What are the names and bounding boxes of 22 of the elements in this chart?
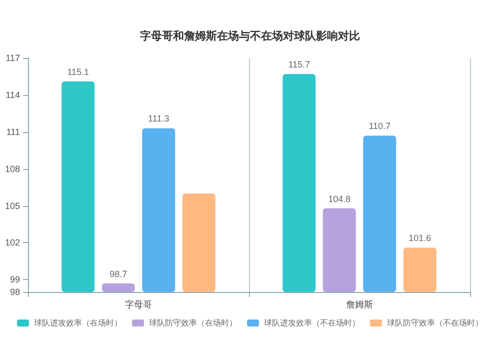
x-tick-label: 字母哥 (125, 300, 152, 310)
legend-label: 球队进攻效率（不在场时） (264, 318, 360, 328)
y-tick-label: 99 (10, 274, 20, 285)
y-tick-label: 114 (6, 90, 20, 100)
legend-label: 球队防守效率（在场时） (149, 318, 237, 328)
data-label: 115.7 (288, 60, 310, 70)
legend-label: 球队防守效率（不在场时） (387, 318, 483, 328)
y-tick-label: 111 (6, 126, 20, 137)
data-label: 110.7 (368, 121, 391, 132)
data-label: 111.3 (148, 114, 170, 124)
y-tick-label: 102 (4, 238, 20, 248)
data-label: 115.1 (67, 66, 90, 77)
chart-title: 字母哥和詹姆斯在场与不在场对球队影响对比 (140, 30, 360, 42)
data-label: 101.6 (408, 233, 432, 244)
data-label: 98.7 (110, 268, 128, 279)
y-tick-label: 117 (6, 53, 20, 63)
y-tick-label: 98 (10, 287, 20, 297)
y-tick-label: 105 (4, 200, 20, 211)
y-tick-label: 108 (4, 164, 20, 174)
data-label: 104.8 (328, 194, 351, 204)
legend-label: 球队进攻效率（在场时） (34, 318, 122, 328)
x-tick-label: 詹姆斯 (346, 300, 373, 310)
